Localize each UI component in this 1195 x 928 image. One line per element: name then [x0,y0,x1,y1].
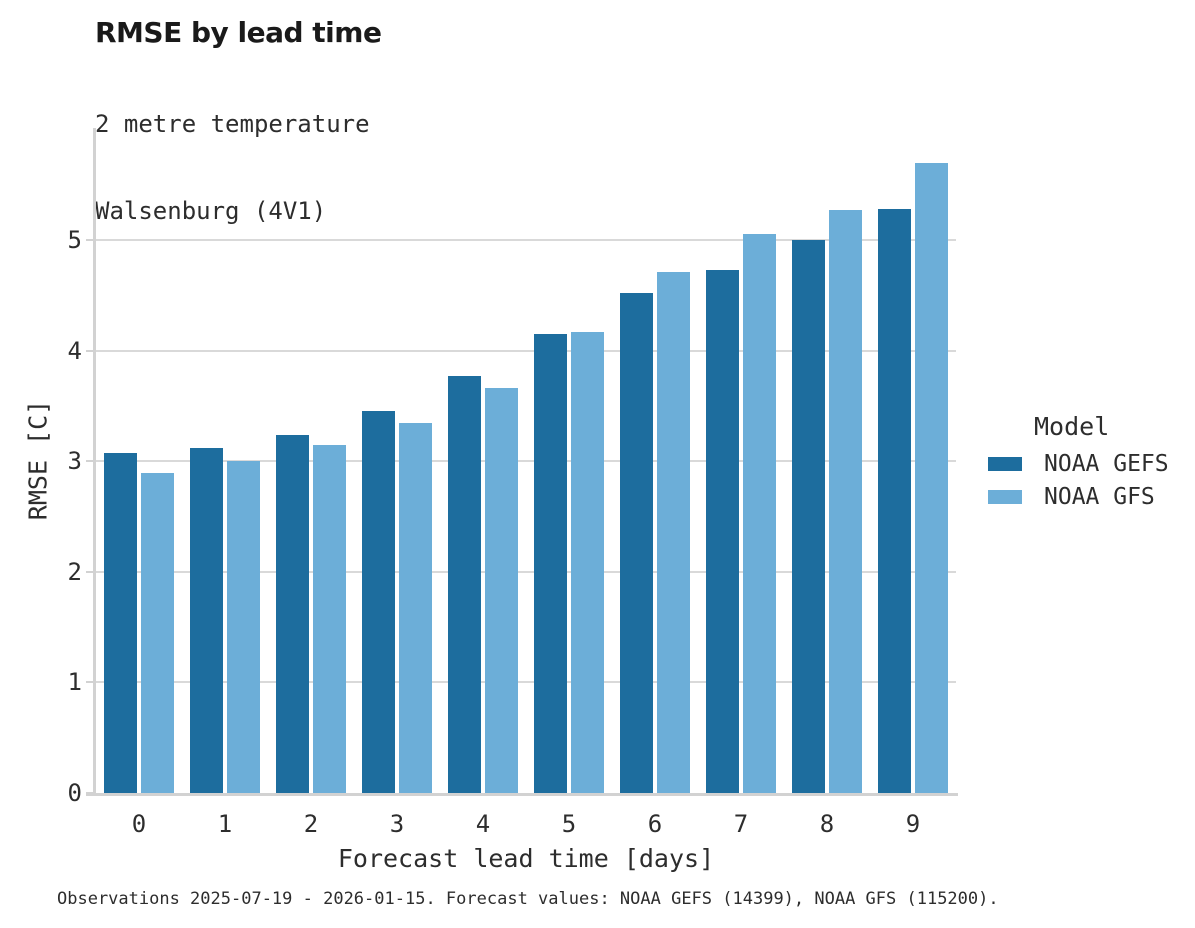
x-axis-tick-labels: 0 1 2 3 4 5 6 7 8 9 [96,810,956,842]
y-tick-mark-1 [86,681,94,684]
bar-noaa-gefs-lead-0 [104,453,137,793]
legend-label-noaa-gfs: NOAA GFS [1044,483,1155,510]
bar-noaa-gefs-lead-4 [448,376,481,793]
x-axis-spine [86,793,958,796]
bar-noaa-gfs-lead-5 [571,331,604,793]
y-tick-label-2: 2 [67,557,82,586]
y-tick-mark-3 [86,460,94,463]
y-tick-mark-5 [86,239,94,241]
gridline-y-1 [96,681,956,684]
y-tick-label-3: 3 [67,447,82,476]
bar-noaa-gefs-lead-1 [190,447,223,793]
y-tick-label-1: 1 [67,668,82,697]
y-tick-label-0: 0 [67,779,82,807]
gridline-y-3 [96,460,956,463]
bar-noaa-gfs-lead-2 [313,444,346,793]
gridline-y-2 [96,570,956,573]
legend-title: Model [1034,412,1110,441]
x-tick-label-1: 1 [217,810,233,838]
gridline-y-5 [96,239,956,241]
bar-noaa-gefs-lead-7 [706,269,739,793]
bar-noaa-gfs-lead-7 [743,234,776,793]
bar-noaa-gefs-lead-5 [534,334,567,793]
y-tick-label-5: 5 [67,226,82,254]
y-tick-mark-0 [86,792,94,794]
y-tick-mark-4 [86,349,94,352]
subtitle-line-1: 2 metre temperature [95,110,370,138]
x-tick-label-8: 8 [819,810,835,838]
legend: NOAA GEFS NOAA GFS [988,447,1169,513]
bar-noaa-gefs-lead-8 [792,240,825,793]
chart-panel [86,128,958,796]
y-axis-spine [93,128,96,794]
bar-noaa-gfs-lead-6 [657,272,690,793]
bar-noaa-gfs-lead-4 [485,388,518,793]
y-tick-label-4: 4 [67,336,82,365]
legend-entry-noaa-gefs: NOAA GEFS [988,447,1169,480]
chart-title: RMSE by lead time [95,16,382,49]
bar-noaa-gfs-lead-1 [227,461,260,793]
x-tick-label-0: 0 [131,810,147,838]
bar-noaa-gefs-lead-3 [362,411,395,793]
bar-noaa-gefs-lead-9 [878,209,911,793]
chart-subtitle: 2 metre temperature Walsenburg (4V1) [95,52,370,284]
y-tick-mark-2 [86,570,94,573]
bar-noaa-gefs-lead-6 [620,293,653,793]
caption: Observations 2025-07-19 - 2026-01-15. Fo… [57,889,999,909]
legend-entry-noaa-gfs: NOAA GFS [988,480,1169,513]
bar-noaa-gfs-lead-3 [399,422,432,793]
x-tick-label-6: 6 [647,810,663,838]
x-tick-label-5: 5 [561,810,577,838]
legend-label-noaa-gefs: NOAA GEFS [1044,450,1169,477]
bar-noaa-gfs-lead-9 [915,162,948,793]
gridline-y-4 [96,349,956,352]
x-tick-label-3: 3 [389,810,405,838]
legend-swatch-noaa-gfs [988,489,1022,504]
legend-swatch-noaa-gefs [988,456,1022,471]
y-axis-tick-labels: 0 1 2 3 4 5 [30,128,82,806]
x-tick-label-9: 9 [905,810,921,838]
x-tick-label-2: 2 [303,810,319,838]
x-tick-label-7: 7 [733,810,749,838]
subtitle-line-2: Walsenburg (4V1) [95,197,327,225]
x-axis-title: Forecast lead time [days] [337,844,715,873]
bar-noaa-gfs-lead-0 [141,473,174,793]
bar-noaa-gfs-lead-8 [829,210,862,793]
bar-noaa-gefs-lead-2 [276,434,309,793]
x-tick-label-4: 4 [475,810,491,838]
